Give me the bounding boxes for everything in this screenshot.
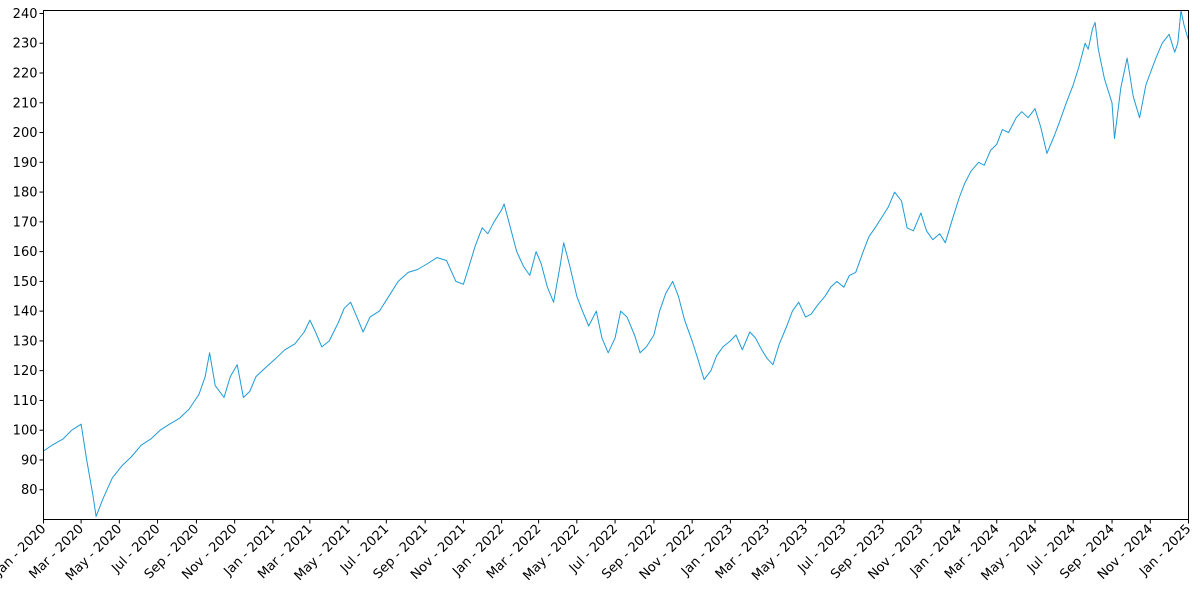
y-tick-label: 200 xyxy=(13,126,38,141)
y-tick-label: 100 xyxy=(13,424,38,439)
y-tick-label: 240 xyxy=(13,7,38,22)
y-tick-label: 210 xyxy=(13,96,38,111)
y-tick-label: 190 xyxy=(13,156,38,171)
y-tick-label: 230 xyxy=(13,37,38,52)
axes-frame xyxy=(43,10,1189,520)
y-tick-label: 110 xyxy=(13,394,38,409)
y-tick-label: 130 xyxy=(13,334,38,349)
y-tick-label: 80 xyxy=(21,483,38,498)
y-tick-label: 170 xyxy=(13,215,38,230)
plot-area xyxy=(43,10,1189,517)
y-tick-label: 220 xyxy=(13,67,38,82)
y-tick-label: 150 xyxy=(13,275,38,290)
y-tick-label: 90 xyxy=(21,453,38,468)
y-tick-label: 180 xyxy=(13,186,38,201)
y-tick-label: 140 xyxy=(13,305,38,320)
y-axis: 80 90 100 110 120 130 140 150 160 170 180 190 200 210… xyxy=(13,7,44,498)
y-tick-label: 120 xyxy=(13,364,38,379)
series-line xyxy=(43,10,1189,517)
y-tick-label: 160 xyxy=(13,245,38,260)
